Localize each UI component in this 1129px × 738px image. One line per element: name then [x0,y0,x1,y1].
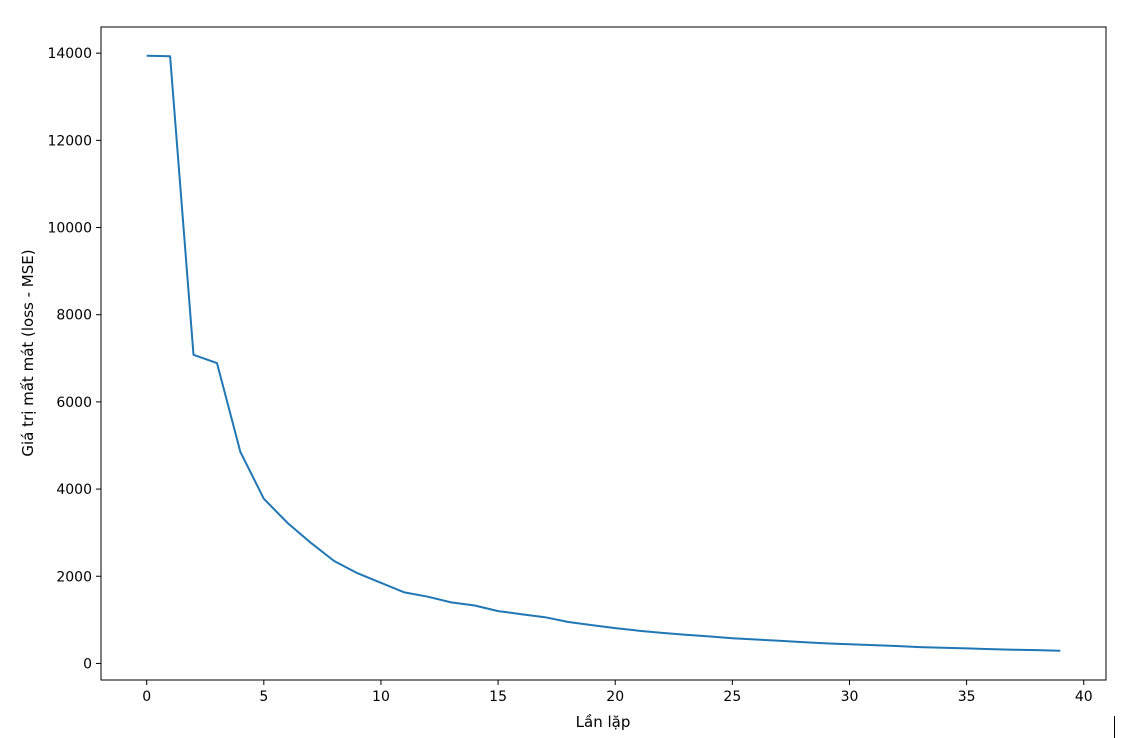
x-tick-label: 5 [259,689,268,705]
x-tick-label: 0 [142,689,151,705]
series-line [146,54,1061,652]
y-tick-label: 14000 [47,46,92,62]
x-axis-label: Lần lặp [576,713,631,731]
y-axis-ticks: 0 2000 4000 6000 8000 10000 12000 14000 [47,46,101,672]
x-tick-label: 35 [958,689,976,705]
x-tick-label: 10 [372,689,390,705]
y-tick-label: 8000 [56,308,92,324]
y-tick-label: 6000 [56,395,92,411]
y-tick-label: 0 [83,656,92,672]
y-tick-label: 2000 [56,569,92,585]
x-axis-ticks: 0 5 10 15 20 25 30 35 40 [142,680,1093,705]
x-tick-label: 40 [1075,689,1093,705]
x-tick-label: 25 [723,689,741,705]
text-cursor [1114,716,1115,738]
x-tick-label: 30 [841,689,859,705]
x-tick-label: 20 [606,689,624,705]
y-tick-label: 10000 [47,221,92,237]
y-tick-label: 12000 [47,133,92,149]
y-axis-label: Giá trị mất mát (loss - MSE) [19,249,37,456]
x-tick-label: 15 [489,689,507,705]
plot-frame [100,26,1107,681]
y-tick-label: 4000 [56,482,92,498]
